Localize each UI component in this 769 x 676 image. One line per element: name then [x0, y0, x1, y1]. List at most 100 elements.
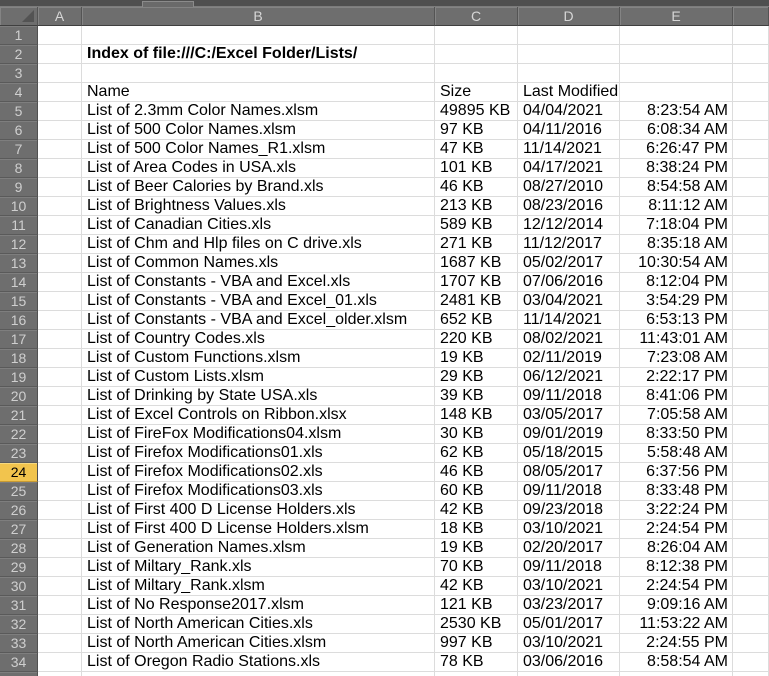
cell-a[interactable]	[38, 216, 82, 235]
cell-a[interactable]	[38, 539, 82, 558]
cell-f[interactable]	[733, 672, 769, 676]
cell-d[interactable]: 11/12/2017	[518, 235, 620, 254]
cell-e[interactable]: 8:58:54 AM	[620, 653, 733, 672]
cell-f[interactable]	[733, 577, 769, 596]
row-header[interactable]: 28	[0, 539, 38, 558]
cell-e[interactable]: 7:05:58 AM	[620, 406, 733, 425]
cell-b[interactable]: List of North American Cities.xlsm	[82, 634, 435, 653]
cell-e[interactable]: 2:24:54 PM	[620, 577, 733, 596]
cell-f[interactable]	[733, 197, 769, 216]
cell-f[interactable]	[733, 539, 769, 558]
cell-e[interactable]: 8:54:58 AM	[620, 178, 733, 197]
row-header[interactable]: 11	[0, 216, 38, 235]
row-header[interactable]: 17	[0, 330, 38, 349]
cell-d[interactable]: 02/20/2017	[518, 539, 620, 558]
cell-d[interactable]: 04/11/2016	[518, 121, 620, 140]
cell-f[interactable]	[733, 406, 769, 425]
cell-f[interactable]	[733, 596, 769, 615]
cell-d[interactable]: 08/23/2016	[518, 197, 620, 216]
cell-d[interactable]: 04/17/2021	[518, 159, 620, 178]
cell-c[interactable]: 589 KB	[435, 216, 518, 235]
cell-d[interactable]: 07/06/2016	[518, 273, 620, 292]
cell-b[interactable]: List of North American Cities.xls	[82, 615, 435, 634]
cell-a[interactable]	[38, 520, 82, 539]
row-header[interactable]: 18	[0, 349, 38, 368]
row-header[interactable]: 5	[0, 102, 38, 121]
cell-a[interactable]	[38, 577, 82, 596]
cell-d[interactable]	[518, 672, 620, 676]
cell-b[interactable]: List of Brightness Values.xls	[82, 197, 435, 216]
cell-c[interactable]: Size	[435, 83, 518, 102]
cell-d[interactable]: 09/11/2018	[518, 558, 620, 577]
cell-b[interactable]: List of Oregon Radio Stations.xls	[82, 653, 435, 672]
cell-e[interactable]: 7:18:04 PM	[620, 216, 733, 235]
cell-c[interactable]: 2481 KB	[435, 292, 518, 311]
cell-f[interactable]	[733, 64, 769, 83]
row-header[interactable]	[0, 672, 38, 676]
cell-e[interactable]: 8:41:06 PM	[620, 387, 733, 406]
cell-b[interactable]: List of Canadian Cities.xls	[82, 216, 435, 235]
cell-b[interactable]: List of Beer Calories by Brand.xls	[82, 178, 435, 197]
cell-f[interactable]	[733, 45, 769, 64]
cell-b[interactable]: List of 500 Color Names.xlsm	[82, 121, 435, 140]
cell-f[interactable]	[733, 501, 769, 520]
cell-c[interactable]: 97 KB	[435, 121, 518, 140]
cell-f[interactable]	[733, 520, 769, 539]
cell-a[interactable]	[38, 368, 82, 387]
cell-a[interactable]	[38, 140, 82, 159]
cell-c[interactable]: 220 KB	[435, 330, 518, 349]
cell-a[interactable]	[38, 254, 82, 273]
cell-c[interactable]: 46 KB	[435, 463, 518, 482]
cell-f[interactable]	[733, 292, 769, 311]
row-header[interactable]: 7	[0, 140, 38, 159]
cell-c[interactable]: 39 KB	[435, 387, 518, 406]
cell-f[interactable]	[733, 235, 769, 254]
row-header[interactable]: 6	[0, 121, 38, 140]
cell-b[interactable]: List of Firefox Modifications03.xls	[82, 482, 435, 501]
row-header[interactable]: 12	[0, 235, 38, 254]
row-header[interactable]: 13	[0, 254, 38, 273]
cell-c[interactable]: 60 KB	[435, 482, 518, 501]
cell-c[interactable]: 30 KB	[435, 425, 518, 444]
cell-a[interactable]	[38, 482, 82, 501]
cell-b[interactable]: List of Area Codes in USA.xls	[82, 159, 435, 178]
cell-f[interactable]	[733, 368, 769, 387]
cell-c[interactable]: 997 KB	[435, 634, 518, 653]
cell-e[interactable]: 5:58:48 AM	[620, 444, 733, 463]
cell-d[interactable]: 09/01/2019	[518, 425, 620, 444]
cell-d[interactable]: 08/27/2010	[518, 178, 620, 197]
row-header[interactable]: 27	[0, 520, 38, 539]
column-header-b[interactable]: B	[82, 7, 435, 26]
row-header[interactable]: 14	[0, 273, 38, 292]
row-header[interactable]: 20	[0, 387, 38, 406]
cell-b[interactable]: List of 2.3mm Color Names.xlsm	[82, 102, 435, 121]
cell-a[interactable]	[38, 672, 82, 676]
cell-c[interactable]: 42 KB	[435, 501, 518, 520]
cell-e[interactable]: 11:43:01 AM	[620, 330, 733, 349]
cell-a[interactable]	[38, 425, 82, 444]
cell-e[interactable]: 3:22:24 PM	[620, 501, 733, 520]
cell-b[interactable]: List of FireFox Modifications04.xlsm	[82, 425, 435, 444]
row-header[interactable]: 26	[0, 501, 38, 520]
cell-d[interactable]: 03/10/2021	[518, 634, 620, 653]
cell-b[interactable]: Name	[82, 83, 435, 102]
cell-b[interactable]: List of Chm and Hlp files on C drive.xls	[82, 235, 435, 254]
cell-c[interactable]	[435, 45, 518, 64]
cell-b[interactable]: List of No Response2017.xlsm	[82, 596, 435, 615]
cell-f[interactable]	[733, 349, 769, 368]
row-header[interactable]: 22	[0, 425, 38, 444]
cell-d[interactable]: 04/04/2021	[518, 102, 620, 121]
row-header[interactable]: 25	[0, 482, 38, 501]
cell-f[interactable]	[733, 558, 769, 577]
cell-a[interactable]	[38, 634, 82, 653]
cell-d[interactable]: 03/10/2021	[518, 520, 620, 539]
cell-e[interactable]: 2:22:17 PM	[620, 368, 733, 387]
cell-f[interactable]	[733, 615, 769, 634]
cell-a[interactable]	[38, 558, 82, 577]
column-header-c[interactable]: C	[435, 7, 518, 26]
cell-f[interactable]	[733, 254, 769, 273]
cell-f[interactable]	[733, 216, 769, 235]
cell-a[interactable]	[38, 387, 82, 406]
cell-d[interactable]	[518, 26, 620, 45]
cell-e[interactable]	[620, 64, 733, 83]
